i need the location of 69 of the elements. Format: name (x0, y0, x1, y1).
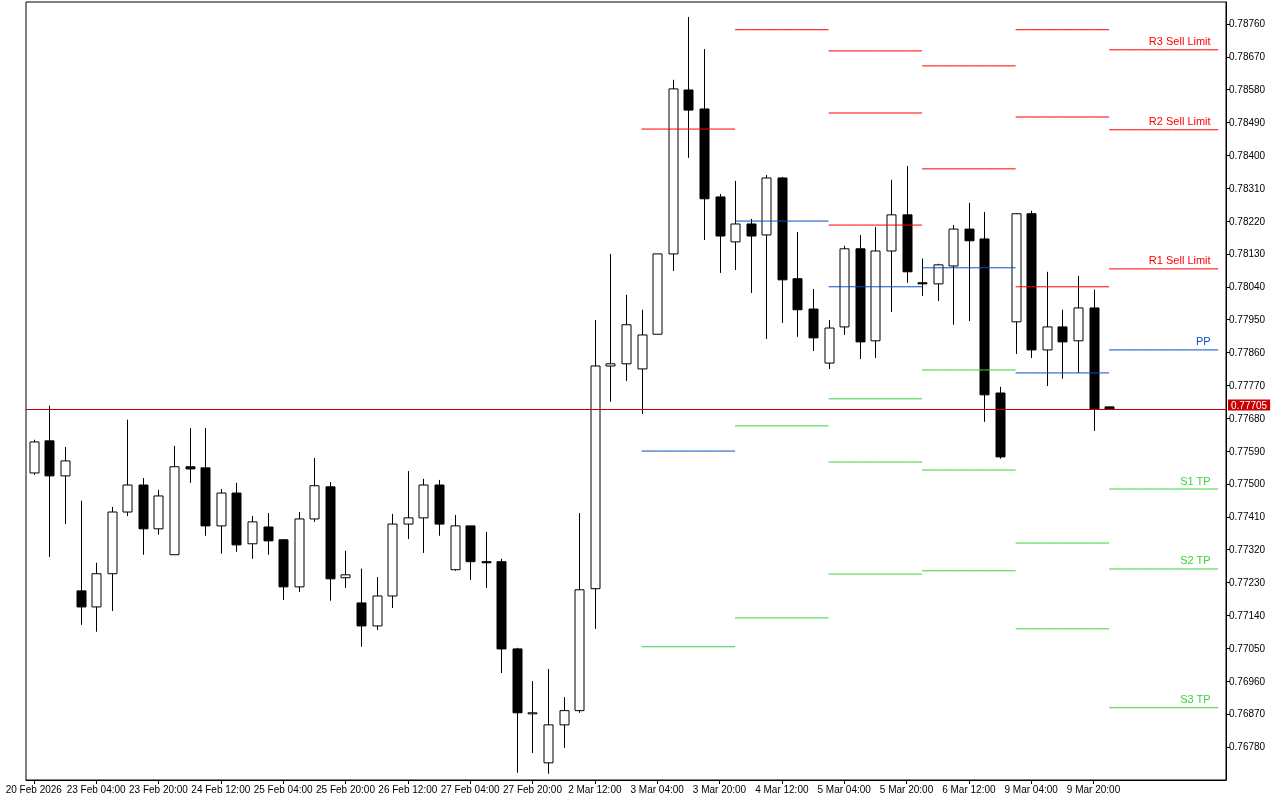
candlestick (76, 500, 87, 626)
series-label: R1 Sell Limit (1148, 254, 1211, 267)
y-tick-label: 0.77050 (1229, 642, 1266, 654)
x-tick-label: 4 Mar 12:00 (755, 783, 809, 795)
y-tick-label: 0.76780 (1229, 741, 1266, 753)
x-tick-label: 5 Mar 04:00 (817, 783, 872, 795)
y-tick-label: 0.78130 (1229, 248, 1266, 260)
y-tick-label: 0.78490 (1229, 116, 1266, 128)
x-tick-label: 6 Mar 12:00 (942, 783, 996, 795)
y-tick-label: 0.77500 (1229, 478, 1266, 490)
x-tick-label: 25 Feb 20:00 (316, 783, 376, 795)
y-tick-label: 0.78670 (1229, 51, 1266, 63)
candlestick (917, 258, 928, 297)
candlestick (1042, 271, 1053, 387)
x-tick-label: 25 Feb 04:00 (253, 783, 314, 795)
candlestick (481, 531, 492, 589)
ref-line-label: 0.77705 (1231, 399, 1268, 411)
y-tick-label: 0.78220 (1229, 215, 1266, 227)
x-tick-label: 20 Feb 2026 (5, 783, 63, 795)
x-tick-label: 27 Feb 20:00 (503, 783, 563, 795)
x-tick-label: 3 Mar 04:00 (630, 783, 685, 795)
x-tick-label: 27 Feb 04:00 (440, 783, 501, 795)
candlestick (559, 696, 570, 749)
candlestick (403, 470, 414, 540)
x-tick-label: 3 Mar 20:00 (692, 783, 747, 795)
y-tick-label: 0.78040 (1229, 281, 1266, 293)
x-tick-label: 9 Mar 04:00 (1004, 783, 1059, 795)
candlestick (527, 680, 538, 754)
candlestick (1057, 309, 1068, 380)
x-tick-label: 2 Mar 12:00 (568, 783, 622, 795)
y-tick-label: 0.76870 (1229, 708, 1266, 720)
series-label: R3 Sell Limit (1148, 35, 1211, 48)
x-tick-label: 23 Feb 20:00 (129, 783, 189, 795)
series-label: S2 TP (1180, 554, 1211, 567)
x-tick-label: 24 Feb 12:00 (191, 783, 251, 795)
candlestick (60, 446, 71, 525)
y-tick-label: 0.78580 (1229, 84, 1266, 96)
x-tick-label: 5 Mar 20:00 (879, 783, 934, 795)
y-tick-label: 0.77950 (1229, 314, 1266, 326)
x-tick-label: 9 Mar 20:00 (1066, 783, 1121, 795)
y-tick-label: 0.77230 (1229, 576, 1266, 588)
y-tick-label: 0.77140 (1229, 609, 1266, 621)
y-tick-label: 0.77680 (1229, 412, 1266, 424)
series-label: S1 TP (1180, 474, 1211, 487)
y-tick-label: 0.78310 (1229, 182, 1266, 194)
candlestick (185, 427, 196, 484)
candlestick (683, 16, 694, 159)
y-tick-label: 0.77410 (1229, 511, 1266, 523)
candlestick (605, 253, 616, 403)
x-tick-label: 26 Feb 12:00 (378, 783, 438, 795)
x-tick-label: 23 Feb 04:00 (66, 783, 127, 795)
candlestick (263, 512, 274, 556)
candlestick (340, 550, 351, 589)
candlestick (356, 568, 367, 648)
candlestick (746, 218, 757, 294)
y-tick-label: 0.78760 (1229, 18, 1266, 30)
y-tick-label: 0.77590 (1229, 445, 1266, 457)
series-label: S3 TP (1180, 693, 1211, 706)
candlestick (964, 202, 975, 322)
candlestick (933, 263, 944, 302)
y-tick-label: 0.77860 (1229, 346, 1266, 358)
series-label: PP (1195, 335, 1211, 348)
series-label: R2 Sell Limit (1148, 115, 1211, 128)
y-tick-label: 0.77770 (1229, 379, 1266, 391)
y-tick-label: 0.76960 (1229, 675, 1266, 687)
candlestick (730, 180, 741, 271)
y-tick-label: 0.77320 (1229, 544, 1266, 556)
y-tick-label: 0.78400 (1229, 149, 1266, 161)
candlestick (247, 515, 258, 560)
